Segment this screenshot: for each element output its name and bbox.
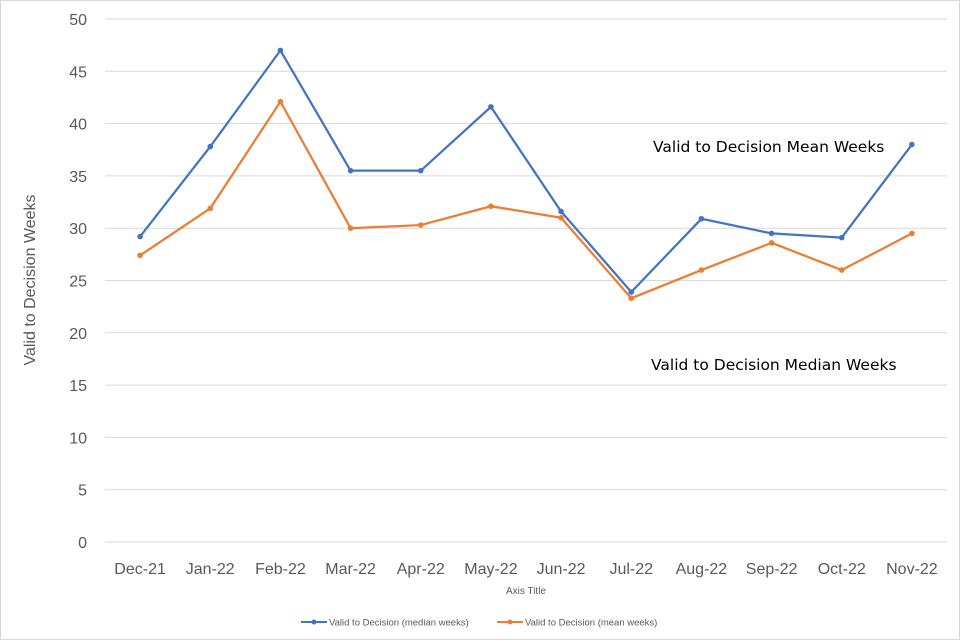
data-point (838, 267, 845, 273)
legend-label: Valid to Decision (mean weeks) (525, 618, 657, 629)
legend-marker (507, 619, 513, 625)
data-point (628, 295, 635, 302)
data-point (207, 205, 214, 212)
data-point (698, 215, 705, 222)
y-tick-label: 40 (69, 117, 87, 134)
data-point (277, 47, 284, 54)
x-axis-title: Axis Title (506, 586, 546, 597)
series-lines (137, 47, 915, 302)
y-tick-label: 20 (69, 326, 87, 343)
y-tick-label: 0 (78, 535, 87, 552)
annotation-median-weeks: Valid to Decision Median Weeks (651, 356, 897, 374)
x-tick-label: Sep-22 (746, 561, 798, 578)
legend-item: Valid to Decision (median weeks) (301, 618, 469, 629)
x-tick-label: May-22 (464, 561, 517, 578)
data-point (558, 208, 564, 215)
legend-item: Valid to Decision (mean weeks) (497, 618, 657, 629)
data-point (909, 141, 915, 148)
x-tick-label: Jun-22 (537, 561, 586, 578)
data-point (768, 230, 775, 237)
data-point (838, 234, 845, 241)
gridlines (105, 18, 947, 543)
y-tick-labels: 0 5 10 15 20 25 30 35 40 45 50 (69, 12, 87, 552)
legend-marker (311, 619, 317, 625)
data-point (137, 233, 143, 240)
legend-label: Valid to Decision (median weeks) (329, 618, 469, 629)
y-tick-label: 5 (78, 483, 87, 500)
data-point (698, 267, 705, 273)
data-point (417, 222, 424, 228)
x-tick-label: Mar-22 (325, 561, 376, 578)
y-tick-label: 35 (69, 169, 87, 186)
x-tick-labels: Dec-21 Jan-22 Feb-22 Mar-22 Apr-22 May-22 Jun-… (114, 561, 938, 578)
y-tick-label: 10 (69, 430, 87, 447)
data-point (488, 104, 494, 110)
x-tick-label: Feb-22 (255, 561, 306, 578)
data-point (488, 203, 494, 210)
data-point (347, 167, 354, 174)
series-line (138, 49, 914, 294)
x-tick-label: Dec-21 (114, 561, 166, 578)
data-point (347, 225, 354, 231)
y-tick-label: 15 (69, 378, 87, 395)
y-tick-label: 30 (69, 221, 87, 238)
x-tick-label: Oct-22 (818, 561, 866, 578)
data-point (417, 167, 424, 174)
data-point (207, 143, 214, 150)
data-point (768, 240, 775, 246)
x-tick-label: Jul-22 (609, 561, 653, 578)
legend: Valid to Decision (median weeks) Valid to… (301, 618, 657, 629)
x-tick-label: Aug-22 (676, 561, 728, 578)
annotation-mean-weeks: Valid to Decision Mean Weeks (653, 138, 884, 156)
data-point (277, 98, 284, 105)
y-tick-label: 50 (69, 12, 87, 29)
y-tick-label: 45 (69, 64, 87, 81)
y-tick-label: 25 (69, 274, 87, 291)
data-point (558, 214, 564, 221)
x-tick-label: Jan-22 (186, 561, 235, 578)
series-1 (137, 98, 915, 302)
y-axis-title: Valid to Decision Weeks (22, 194, 39, 365)
series-line (138, 100, 914, 300)
x-tick-label: Apr-22 (397, 561, 445, 578)
x-tick-label: Nov-22 (886, 561, 938, 578)
data-point (628, 289, 635, 295)
data-point (137, 252, 143, 259)
data-point (909, 230, 915, 237)
series-0 (137, 47, 915, 295)
